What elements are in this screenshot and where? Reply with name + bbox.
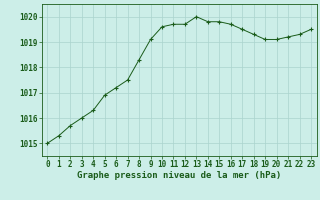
X-axis label: Graphe pression niveau de la mer (hPa): Graphe pression niveau de la mer (hPa): [77, 171, 281, 180]
